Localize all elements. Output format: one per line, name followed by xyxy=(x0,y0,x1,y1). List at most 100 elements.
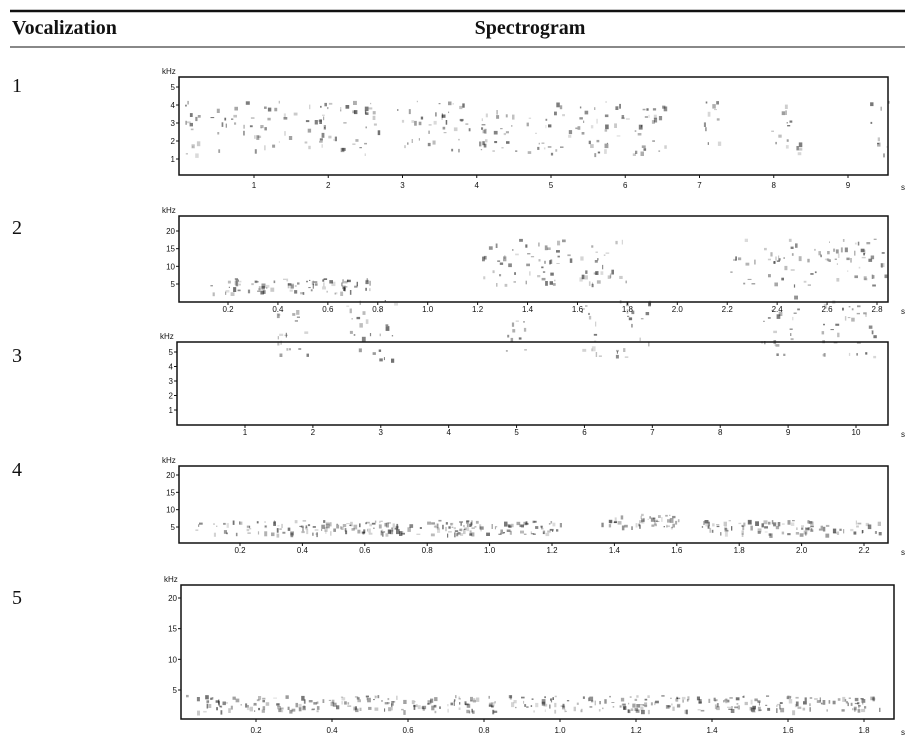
spectrogram-texture xyxy=(354,285,358,288)
spectrogram-texture xyxy=(525,280,527,285)
y-tick-label: 5 xyxy=(171,83,176,92)
spectrogram-texture xyxy=(480,149,483,151)
spectrogram-texture xyxy=(620,515,624,520)
spectrogram-texture xyxy=(833,248,836,252)
spectrogram-texture xyxy=(306,280,308,283)
spectrogram-texture xyxy=(289,348,291,351)
spectrogram-texture xyxy=(411,700,415,705)
spectrogram-texture xyxy=(845,701,848,704)
spectrogram-texture xyxy=(669,518,674,523)
spectrogram-texture xyxy=(647,695,650,698)
x-tick-label: 7 xyxy=(650,428,655,437)
spectrogram-texture xyxy=(243,130,245,136)
spectrogram-texture xyxy=(857,305,861,308)
spectrogram-texture xyxy=(256,521,259,524)
spectrogram-texture xyxy=(340,696,344,698)
spectrogram-texture xyxy=(401,119,405,123)
spectrogram-texture xyxy=(464,701,467,705)
spectrogram-texture xyxy=(861,530,864,533)
spectrogram-texture xyxy=(344,701,347,705)
spectrogram-texture xyxy=(547,247,551,250)
spectrogram-texture xyxy=(783,257,785,259)
spectrogram-texture xyxy=(310,289,313,292)
spectrogram-texture xyxy=(791,253,794,256)
spectrogram-texture xyxy=(512,114,515,120)
spectrogram-texture xyxy=(494,141,498,144)
spectrogram-texture xyxy=(419,527,422,529)
spectrogram-texture xyxy=(254,710,256,712)
spectrogram-texture xyxy=(589,696,594,701)
spectrogram-texture xyxy=(628,702,630,705)
spectrogram-texture xyxy=(548,523,551,525)
spectrogram-texture xyxy=(499,262,504,265)
spectrogram-texture xyxy=(754,259,756,265)
spectrogram-texture xyxy=(333,528,336,532)
spectrogram-texture xyxy=(355,708,359,713)
spectrogram-texture xyxy=(744,701,748,706)
spectrogram-texture xyxy=(422,707,425,711)
spectrogram-texture xyxy=(884,274,888,279)
spectrogram-texture xyxy=(441,115,443,120)
spectrogram-texture xyxy=(471,708,473,713)
spectrogram-texture xyxy=(742,526,745,531)
spectrogram-texture xyxy=(328,135,332,139)
spectrogram-texture xyxy=(371,522,376,525)
spectrogram-texture xyxy=(844,316,847,321)
spectrogram-texture xyxy=(743,522,746,527)
spectrogram-texture xyxy=(881,252,885,254)
spectrogram-texture xyxy=(514,272,516,275)
spectrogram-texture xyxy=(622,703,626,708)
spectrogram-texture xyxy=(342,524,347,528)
spectrogram-texture xyxy=(652,517,656,520)
spectrogram-texture xyxy=(640,151,644,156)
spectrogram-texture xyxy=(286,348,289,351)
spectrogram-texture xyxy=(789,120,793,123)
x-tick-label: 1.2 xyxy=(472,305,484,314)
spectrogram-texture xyxy=(712,104,716,109)
spectrogram-texture xyxy=(308,287,311,289)
x-tick-label: 8 xyxy=(718,428,723,437)
spectrogram-texture xyxy=(872,275,875,279)
spectrogram-texture xyxy=(809,703,811,707)
spectrogram-texture xyxy=(300,292,304,295)
x-tick-label: 1.0 xyxy=(422,305,434,314)
spectrogram-texture xyxy=(625,118,630,120)
spectrogram-texture xyxy=(667,705,671,708)
spectrogram-texture xyxy=(445,120,448,125)
spectrogram-texture xyxy=(384,522,387,527)
spectrogram-texture xyxy=(810,525,814,528)
spectrogram-texture xyxy=(326,290,328,293)
spectrogram-texture xyxy=(807,284,811,286)
spectrogram-texture xyxy=(521,696,525,699)
x-tick-label: 1.6 xyxy=(671,546,683,555)
spectrogram-texture xyxy=(809,707,811,712)
spectrogram-texture xyxy=(771,309,774,312)
spectrogram-texture xyxy=(765,704,768,706)
spectrogram-texture xyxy=(541,699,546,704)
spectrogram-texture xyxy=(847,270,849,272)
spectrogram-texture xyxy=(609,695,611,698)
spectrogram-texture xyxy=(651,524,655,527)
spectrogram-texture xyxy=(639,520,643,524)
x-tick-label: 4 xyxy=(475,181,480,190)
spectrogram-texture xyxy=(349,308,352,314)
spectrogram-texture xyxy=(325,521,329,525)
spectrogram-texture xyxy=(235,698,240,703)
spectrogram-texture xyxy=(476,697,480,702)
spectrogram-texture xyxy=(361,336,366,342)
spectrogram-texture xyxy=(750,707,755,712)
spectrogram-texture xyxy=(696,696,700,701)
x-tick-label: 1 xyxy=(252,181,257,190)
spectrogram-texture xyxy=(672,515,676,519)
spectrogram-texture xyxy=(206,700,210,704)
spectrogram-texture xyxy=(278,141,280,143)
spectrogram-texture xyxy=(737,705,740,710)
y-tick-label: 3 xyxy=(169,377,174,386)
spectrogram-texture xyxy=(525,522,529,525)
spectrogram-texture xyxy=(734,706,738,709)
spectrogram-texture xyxy=(519,238,523,242)
spectrogram-texture xyxy=(538,142,540,145)
spectrogram-texture xyxy=(631,310,635,315)
y-unit: kHz xyxy=(162,67,176,76)
spectrogram-texture xyxy=(860,248,865,253)
